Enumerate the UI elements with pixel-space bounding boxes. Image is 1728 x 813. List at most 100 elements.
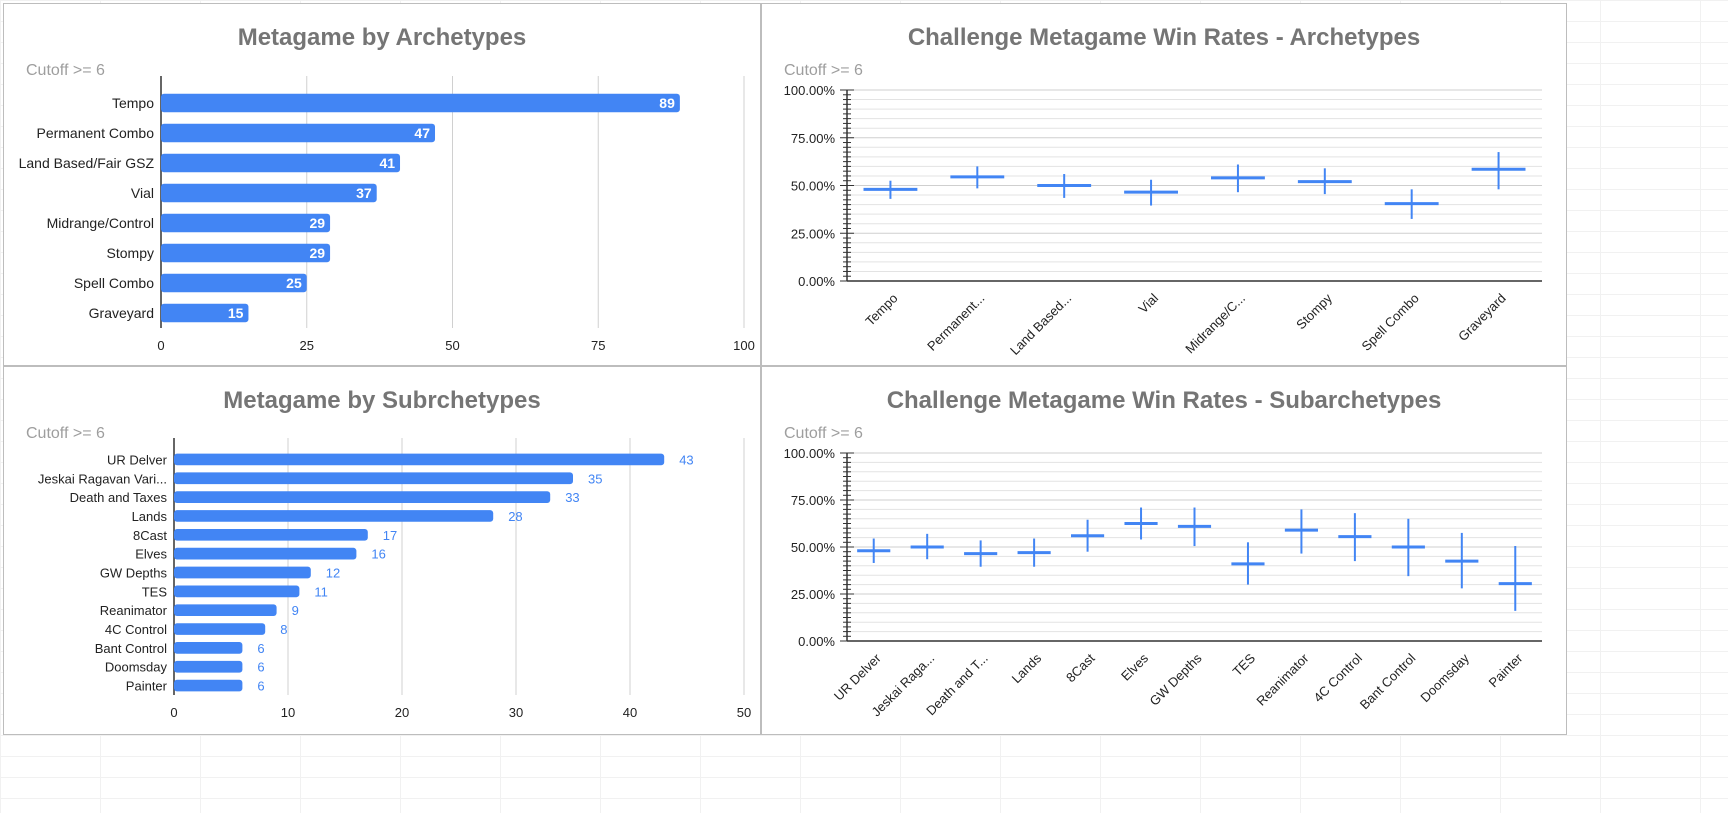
category-label: Painter	[1486, 650, 1526, 690]
data-label: 47	[414, 125, 430, 141]
category-label: Stompy	[107, 245, 154, 261]
bar	[174, 642, 243, 654]
bar	[174, 547, 357, 560]
category-label: Death and Taxes	[70, 490, 168, 505]
category-label: Spell Combo	[1359, 291, 1422, 354]
category-label: GW Depths	[1147, 650, 1205, 708]
bar	[161, 183, 377, 203]
x-tick-label: 100	[733, 338, 755, 353]
chart-subtitle: Cutoff >= 6	[26, 62, 105, 79]
bar-chart-svg: 0 10 20 30 40 50 UR Delver 43 Jeskai Ragavan Var…	[38, 438, 751, 720]
x-tick-label: 0	[170, 705, 177, 720]
bar	[174, 604, 277, 617]
y-tick-label: 100.00%	[784, 83, 836, 98]
bar	[161, 93, 680, 113]
data-label: 28	[508, 509, 522, 524]
chart-title: Challenge Metagame Win Rates - Archetype…	[907, 24, 1421, 51]
category-label: UR Delver	[107, 452, 168, 467]
category-label: Graveyard	[1455, 291, 1509, 345]
chart-subtitle: Cutoff >= 6	[784, 62, 863, 79]
y-tick-label: 0.00%	[798, 274, 835, 289]
x-tick-label: 0	[157, 338, 164, 353]
data-label: 8	[280, 622, 287, 637]
chart-metagame-archetypes[interactable]: Metagame by Archetypes Cutoff >= 6 0 25 50…	[3, 3, 761, 366]
y-tick-label: 50.00%	[791, 179, 836, 194]
category-label: Vial	[131, 185, 154, 201]
bar	[174, 472, 573, 485]
category-label: TES	[142, 584, 168, 599]
bar	[174, 566, 311, 579]
category-label: Painter	[126, 679, 168, 694]
chart-title: Metagame by Subrchetypes	[223, 387, 541, 414]
bar	[174, 491, 551, 503]
bar	[174, 528, 368, 541]
x-tick-label: 40	[623, 705, 637, 720]
category-label: 4C Control	[105, 622, 167, 637]
data-label: 89	[659, 95, 675, 111]
category-label: Elves	[1118, 650, 1151, 683]
bar	[161, 213, 331, 233]
category-label: Doomsday	[1417, 650, 1472, 705]
data-label: 11	[314, 584, 328, 599]
data-label: 6	[257, 660, 264, 675]
category-label: Midrange/C...	[1182, 291, 1248, 357]
bar	[161, 273, 307, 293]
chart-winrates-archetypes[interactable]: Challenge Metagame Win Rates - Archetype…	[761, 3, 1567, 366]
bar	[174, 660, 243, 673]
data-label: 15	[228, 305, 244, 321]
category-label: Tempo	[112, 95, 154, 111]
chart-title: Challenge Metagame Win Rates - Subarchet…	[886, 387, 1442, 414]
category-label: Land Based...	[1007, 291, 1074, 358]
data-label: 6	[257, 679, 264, 694]
y-tick-label: 0.00%	[798, 634, 835, 649]
x-tick-label: 25	[300, 338, 314, 353]
category-label: Graveyard	[89, 305, 154, 321]
data-label: 16	[371, 547, 385, 562]
x-tick-label: 20	[395, 705, 409, 720]
data-label: 37	[356, 185, 372, 201]
bar	[174, 623, 266, 635]
category-label: Vial	[1135, 290, 1161, 316]
y-tick-label: 25.00%	[791, 587, 836, 602]
y-tick-label: 25.00%	[791, 226, 836, 241]
category-label: Bant Control	[95, 641, 167, 656]
bar	[174, 679, 243, 692]
x-tick-label: 30	[509, 705, 523, 720]
bar	[161, 303, 249, 323]
data-label: 6	[257, 641, 264, 656]
category-label: Elves	[135, 547, 167, 562]
data-label: 41	[379, 155, 395, 171]
chart-subtitle: Cutoff >= 6	[784, 425, 863, 442]
chart-title: Metagame by Archetypes	[237, 24, 527, 51]
category-label: UR Delver	[831, 650, 884, 703]
bar	[174, 585, 300, 598]
category-label: TES	[1230, 650, 1259, 679]
category-label: GW Depths	[100, 566, 168, 581]
bar	[174, 453, 665, 466]
bar	[174, 510, 494, 522]
candlestick-chart-svg: 0.00% 25.00% 50.00% 75.00% 100.00% Tempo Perma…	[784, 83, 1542, 358]
candlestick-chart-svg: 0.00%25.00%50.00%75.00%100.00%UR DelverJ…	[784, 446, 1542, 719]
data-label: 33	[565, 490, 579, 505]
data-label: 25	[286, 275, 302, 291]
category-label: Stompy	[1293, 290, 1335, 332]
y-tick-label: 75.00%	[791, 493, 836, 508]
category-label: Lands	[1009, 650, 1045, 686]
data-label: 12	[326, 566, 340, 581]
bar	[161, 243, 331, 263]
chart-winrates-subarchetypes[interactable]: Challenge Metagame Win Rates - Subarchet…	[761, 366, 1567, 735]
x-tick-label: 50	[737, 705, 751, 720]
category-label: Reanimator	[100, 603, 168, 618]
bar-chart-svg: 0 25 50 75 100 Tempo 89 Permanent Combo 47 Land B…	[19, 76, 755, 353]
category-label: Doomsday	[105, 660, 168, 675]
data-label: 9	[292, 603, 299, 618]
chart-subtitle: Cutoff >= 6	[26, 425, 105, 442]
data-label: 35	[588, 471, 602, 486]
bar	[161, 153, 401, 173]
category-label: 4C Control	[1310, 650, 1365, 705]
x-tick-label: 50	[445, 338, 459, 353]
chart-metagame-subarchetypes[interactable]: Metagame by Subrchetypes Cutoff >= 6 0 10…	[3, 366, 761, 735]
category-label: Jeskai Ragavan Vari...	[38, 471, 167, 486]
category-label: Lands	[132, 509, 168, 524]
category-label: 8Cast	[133, 528, 167, 543]
